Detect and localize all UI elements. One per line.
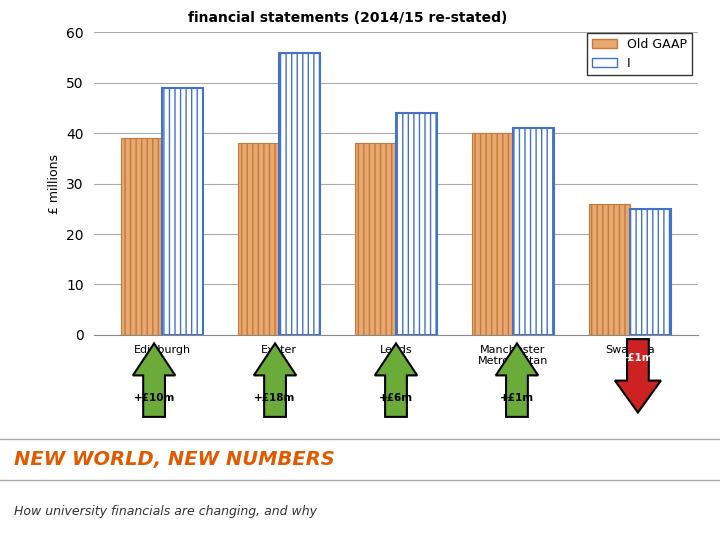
- Bar: [355, 143, 396, 335]
- Bar: [630, 209, 671, 335]
- Text: How university financials are changing, and why: How university financials are changing, …: [14, 505, 318, 518]
- Bar: [472, 133, 513, 335]
- Y-axis label: £ millions: £ millions: [48, 153, 60, 214]
- Bar: [279, 52, 320, 335]
- Bar: [396, 113, 437, 335]
- Text: +£18m: +£18m: [254, 393, 296, 403]
- Legend: Old GAAP, I: Old GAAP, I: [587, 32, 692, 75]
- Polygon shape: [133, 343, 175, 417]
- Text: +£10m: +£10m: [133, 393, 175, 403]
- Text: NEW WORLD, NEW NUMBERS: NEW WORLD, NEW NUMBERS: [14, 450, 335, 469]
- Text: +£6m: +£6m: [379, 393, 413, 403]
- Text: +£1m: +£1m: [500, 393, 534, 403]
- Text: -£1m: -£1m: [623, 353, 653, 363]
- Bar: [121, 138, 162, 335]
- Bar: [589, 204, 630, 335]
- Polygon shape: [375, 343, 417, 417]
- Polygon shape: [496, 343, 538, 417]
- Bar: [162, 88, 203, 335]
- Polygon shape: [615, 339, 661, 413]
- Bar: [238, 143, 279, 335]
- Text: financial statements (2014/15 re-stated): financial statements (2014/15 re-stated): [188, 11, 508, 25]
- Polygon shape: [254, 343, 296, 417]
- Bar: [513, 128, 554, 335]
